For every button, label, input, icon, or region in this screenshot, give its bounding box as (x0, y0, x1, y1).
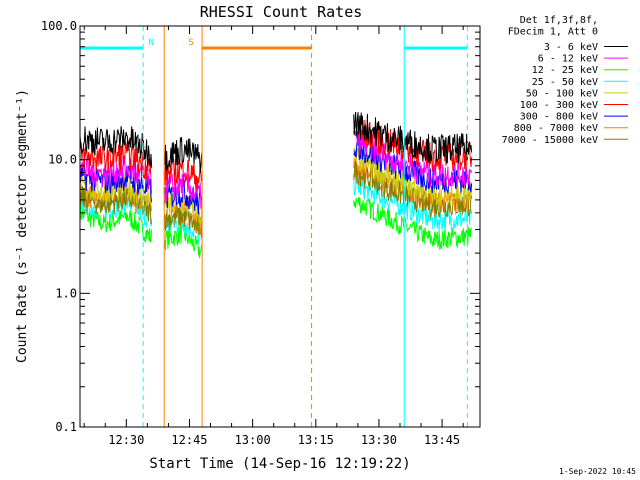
y-tick-label: 0.1 (55, 420, 77, 434)
legend-header-line: FDecim 1, Att 0 (508, 27, 598, 38)
axes: 0.1 1.0 10.0 100.0 12:30 12:45 13:00 13:15 13:30… (41, 19, 480, 447)
plot-frame (79, 25, 481, 428)
legend-entry-label: 25 - 50 keV (532, 77, 598, 88)
legend-entry-label: 6 - 12 keV (538, 54, 598, 65)
y-tick-label: 100.0 (41, 19, 77, 33)
legend-entry-label: 12 - 25 keV (532, 65, 598, 76)
legend-entry-label: 3 - 6 keV (544, 42, 598, 53)
series-line-5 (79, 147, 473, 226)
legend-entry-label: 100 - 300 keV (520, 100, 598, 111)
x-axis-label: Start Time (14-Sep-16 12:19:22) (149, 456, 410, 472)
y-tick-label: 1.0 (55, 286, 77, 300)
series-line-9 (79, 111, 473, 173)
legend-entry-label: 50 - 100 keV (526, 88, 598, 99)
legend-entry-label: 300 - 800 keV (520, 112, 598, 123)
x-tick-label: 13:15 (298, 433, 334, 447)
x-tick-label: 12:45 (171, 433, 207, 447)
y-tick-label: 10.0 (48, 153, 77, 167)
legend-header-line: Det 1f,3f,8f, (520, 15, 598, 26)
x-tick-label: 13:30 (361, 433, 397, 447)
chart-title: RHESSI Count Rates (200, 3, 363, 21)
x-tick-label: 13:00 (235, 433, 271, 447)
x-tick-label: 12:30 (108, 433, 144, 447)
legend-entry-label: 7000 - 15000 keV (502, 135, 598, 146)
legend-entry-label: 800 - 7000 keV (514, 123, 598, 134)
x-tick-label: 13:45 (424, 433, 460, 447)
y-axis-label: Count Rate (s⁻¹ detector segment⁻¹) (15, 89, 30, 363)
timestamp: 1-Sep-2022 10:45 (559, 467, 636, 476)
state-bar-label-1: N (148, 38, 153, 48)
series-line-4 (79, 161, 473, 238)
state-bar-label-2: S (188, 38, 193, 48)
